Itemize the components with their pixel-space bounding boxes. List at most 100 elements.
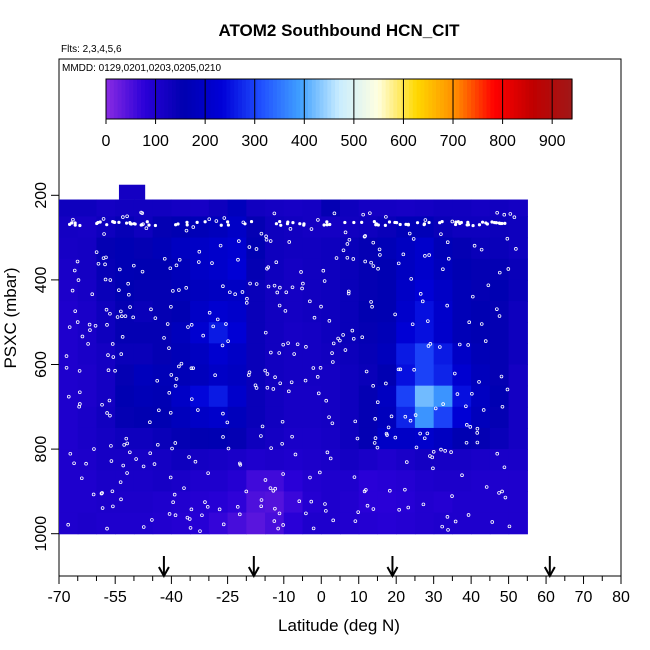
sample-point	[484, 221, 488, 225]
sample-point	[221, 522, 226, 527]
sample-point	[274, 260, 279, 265]
heat-cell	[208, 258, 229, 281]
sample-point	[500, 489, 504, 494]
heat-cell	[452, 512, 472, 535]
heat-cell	[96, 385, 116, 408]
heat-cell	[433, 449, 453, 471]
sample-point	[468, 425, 473, 429]
sample-point	[205, 505, 210, 509]
sample-point	[273, 486, 278, 491]
sample-point	[356, 510, 360, 514]
heat-cell	[115, 343, 135, 366]
colorbar-swatch	[540, 79, 546, 119]
heat-cell	[246, 199, 266, 218]
sample-point	[302, 222, 306, 226]
sample-point	[105, 323, 109, 327]
heat-cell	[171, 258, 191, 281]
sample-point	[278, 381, 282, 386]
sample-point	[396, 261, 401, 266]
y-axis: 200 400 600 800 1000	[33, 182, 59, 551]
colorbar-swatch	[544, 79, 550, 119]
heat-cell	[452, 237, 472, 260]
heat-cell	[340, 491, 360, 514]
colorbar-swatch	[381, 79, 387, 119]
sample-point	[497, 314, 502, 318]
sample-point	[148, 451, 153, 455]
heat-cell	[471, 491, 491, 514]
sample-point	[78, 223, 82, 228]
heat-cell	[77, 385, 98, 408]
sample-point	[219, 223, 223, 227]
sample-point	[464, 423, 469, 427]
sample-point	[247, 245, 252, 249]
colorbar-swatch	[451, 79, 457, 119]
colorbar: 0 100 200 300 400 500 600 700 800 900	[102, 78, 573, 150]
heat-cell	[396, 470, 416, 492]
sample-point	[72, 461, 76, 466]
colorbar-swatch	[490, 79, 495, 119]
heat-cell	[433, 427, 453, 450]
sample-point	[386, 425, 391, 430]
sample-point	[80, 334, 85, 339]
sample-point	[414, 445, 419, 450]
sample-point	[168, 410, 173, 415]
sample-point	[244, 301, 249, 305]
heat-cell	[321, 470, 341, 492]
sample-point	[393, 312, 397, 317]
heat-cell	[59, 470, 79, 492]
sample-point	[177, 257, 182, 262]
heat-cell	[471, 364, 491, 387]
sample-point	[207, 217, 212, 221]
heat-cell	[508, 216, 528, 239]
heat-cell	[433, 364, 453, 387]
sample-point	[325, 223, 329, 227]
arrow-head	[247, 566, 260, 579]
sample-point	[477, 380, 481, 384]
x-tick-label: 70	[575, 589, 593, 606]
heat-cell	[96, 258, 116, 281]
heat-cell	[115, 449, 135, 471]
heat-cell	[377, 322, 397, 344]
colorbar-swatch	[164, 79, 169, 119]
heat-cell	[133, 301, 154, 323]
sample-point	[423, 254, 427, 258]
colorbar-swatch	[342, 79, 348, 119]
heat-cell	[227, 301, 247, 323]
colorbar-swatch	[187, 79, 193, 119]
sample-point	[505, 236, 510, 241]
sample-point	[495, 211, 499, 215]
heat-cell	[321, 237, 341, 260]
sample-point	[272, 519, 277, 523]
sample-point	[169, 304, 173, 309]
heat-cell	[340, 216, 360, 239]
sample-point	[420, 299, 425, 304]
sample-point	[351, 337, 356, 341]
heat-cell	[377, 199, 397, 218]
sample-point	[322, 223, 326, 227]
heat-cell	[396, 449, 416, 471]
arrow-head	[158, 566, 170, 579]
sample-point	[397, 507, 401, 512]
sample-point	[453, 519, 458, 524]
sample-point	[259, 231, 264, 236]
heat-cell	[377, 258, 397, 281]
colorbar-swatch	[346, 79, 352, 119]
sample-point	[280, 441, 284, 446]
sample-point	[324, 398, 329, 403]
heat-cell	[77, 449, 98, 471]
x-tick-label: 50	[500, 589, 518, 606]
heat-cell	[171, 279, 191, 302]
sample-point	[115, 315, 120, 319]
sample-point	[374, 223, 378, 227]
heat-cell	[377, 364, 397, 387]
sample-point	[273, 375, 277, 379]
sample-point	[101, 256, 106, 260]
sample-point	[346, 289, 351, 294]
colorbar-swatch	[335, 79, 340, 119]
heat-cell	[96, 364, 116, 387]
sample-point	[373, 417, 377, 421]
sample-point	[325, 450, 330, 455]
heat-cell	[190, 449, 210, 471]
sample-point	[383, 223, 387, 227]
heat-cell	[377, 343, 397, 366]
